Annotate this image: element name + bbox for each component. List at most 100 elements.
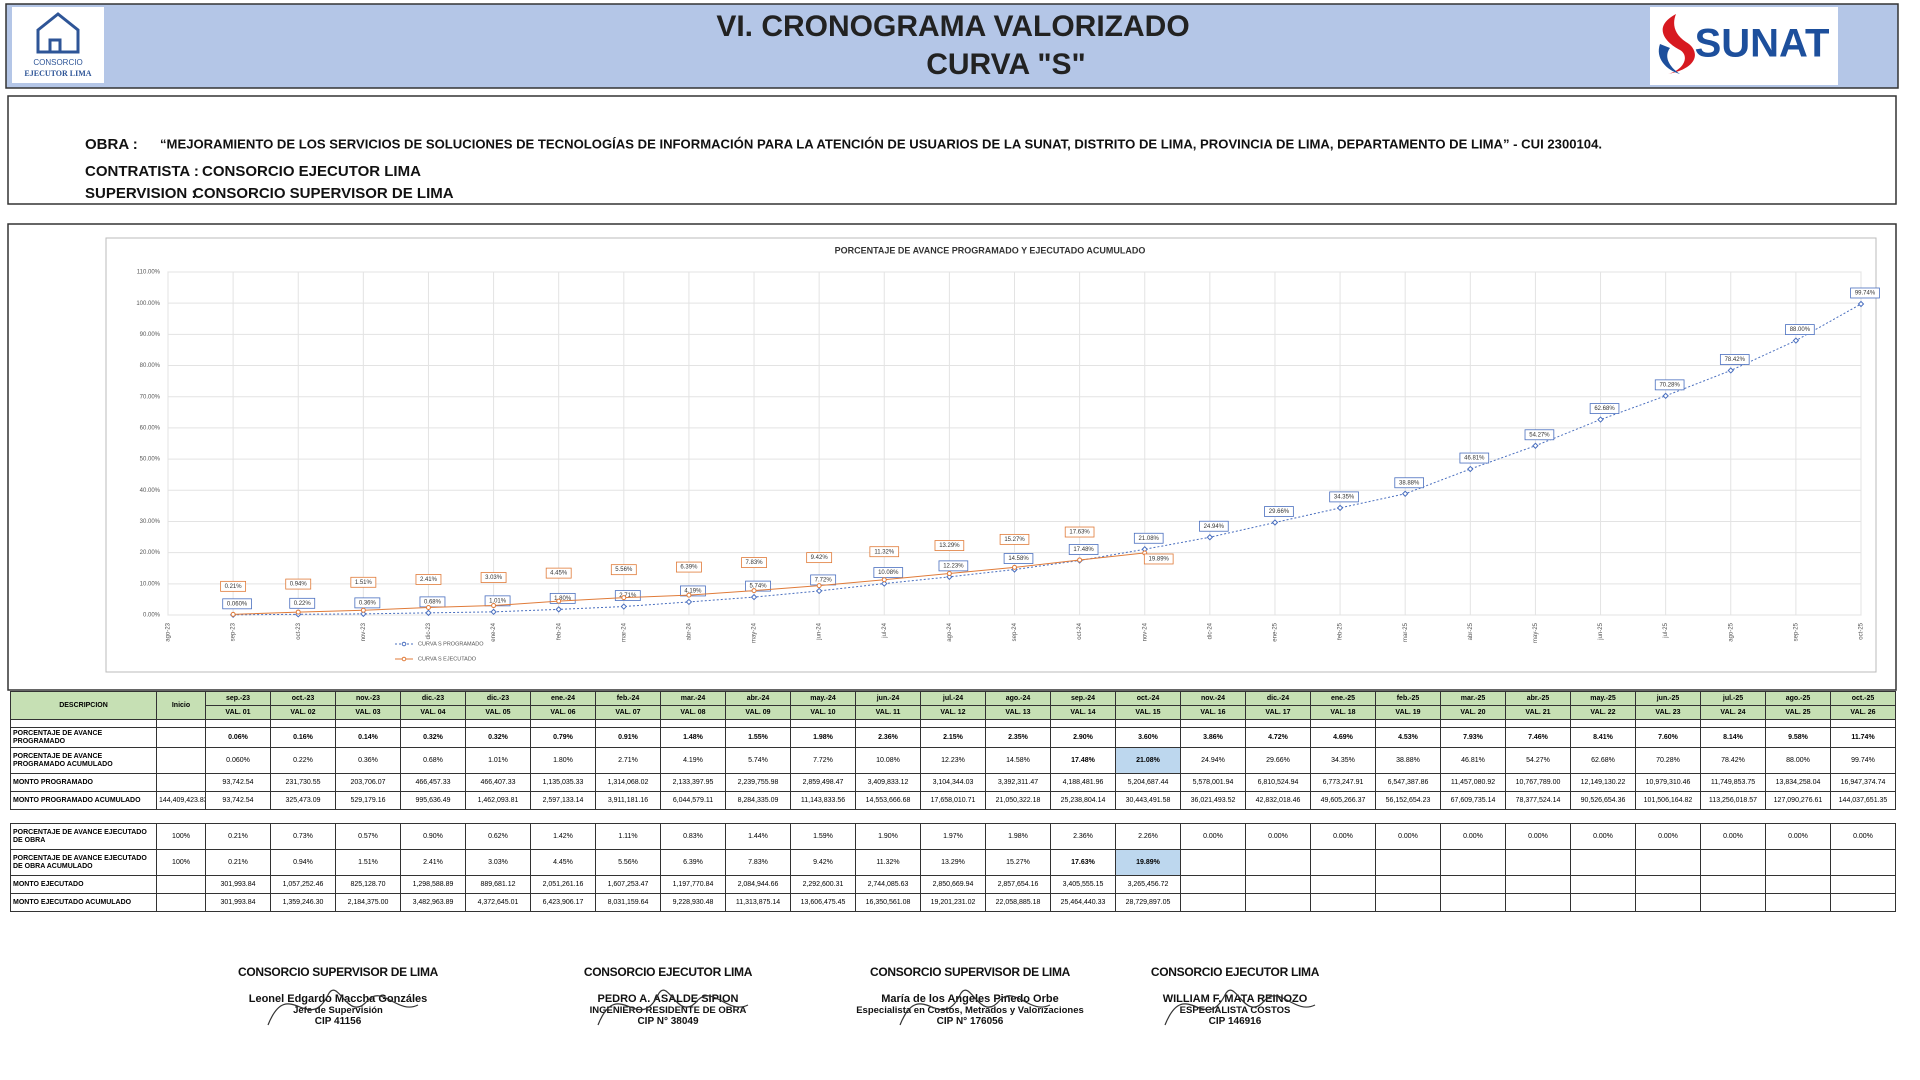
data-label-box xyxy=(934,540,965,551)
data-row: PORCENTAJE DE AVANCE PROGRAMADO 0.06% 0.16… xyxy=(10,727,1896,748)
cell: 11,749,853.75 xyxy=(1700,773,1766,792)
data-label: 38.88% xyxy=(1399,480,1420,486)
x-tick-label: dic-23 xyxy=(426,622,432,639)
cell: 17.63% xyxy=(1050,849,1116,876)
cell: 0.62% xyxy=(465,823,531,850)
month-header: nov.-24 xyxy=(1180,691,1246,706)
info-value: CONSORCIO EJECUTOR LIMA xyxy=(202,163,421,180)
data-label: 62.68% xyxy=(1594,406,1615,412)
scribble xyxy=(597,989,749,1026)
data-label-box xyxy=(549,592,576,604)
empty-cell xyxy=(1830,893,1896,912)
empty-cell xyxy=(156,719,206,728)
empty-cell xyxy=(1700,893,1766,912)
cell: 11,143,833.56 xyxy=(790,791,856,810)
y-tick-label: 30.00% xyxy=(140,519,161,525)
data-label-box xyxy=(1199,520,1229,532)
cell: 8.41% xyxy=(1570,727,1636,748)
data-label-box xyxy=(285,578,312,590)
cell: 2.41% xyxy=(400,849,466,876)
data-point xyxy=(1532,442,1539,449)
val-header: VAL. 09 xyxy=(725,705,791,720)
cell: 0.16% xyxy=(270,727,336,748)
cell: 1.55% xyxy=(725,727,791,748)
cell: 127,090,276.61 xyxy=(1765,791,1831,810)
signature-role: Especialista en Costos, Metrados y Valor… xyxy=(856,1005,1084,1016)
month-header: nov.-23 xyxy=(335,691,401,706)
empty-cell xyxy=(1766,810,1831,824)
cell: 113,256,018.57 xyxy=(1700,791,1766,810)
data-point xyxy=(1336,504,1344,512)
empty-cell xyxy=(1311,810,1376,824)
data-label-box xyxy=(1785,324,1815,336)
x-tick-label: mar-24 xyxy=(621,622,627,642)
data-label-box xyxy=(289,597,316,609)
data-label-box xyxy=(350,576,377,588)
empty-cell xyxy=(1116,810,1181,824)
data-label-box xyxy=(545,567,572,579)
empty-cell xyxy=(1310,849,1376,876)
cell: 9.58% xyxy=(1765,727,1831,748)
data-row: MONTO EJECUTADO 301,993.84 1,057,252.46 825… xyxy=(10,875,1896,894)
y-tick-label: 20.00% xyxy=(140,550,161,556)
empty-cell xyxy=(1246,810,1311,824)
cell: 1.01% xyxy=(465,747,531,774)
data-label: 5.56% xyxy=(615,567,633,573)
cell: 0.00% xyxy=(1765,823,1831,850)
month-header: dic.-24 xyxy=(1245,691,1311,706)
empty-cell xyxy=(270,719,336,728)
cell: 9,228,930.48 xyxy=(660,893,726,912)
y-tick-label: 60.00% xyxy=(140,425,161,431)
cell: 529,179.16 xyxy=(335,791,401,810)
val-header: VAL. 13 xyxy=(985,705,1051,720)
data-label-box xyxy=(1329,491,1359,503)
signature: CONSORCIO SUPERVISOR DE LIMA María de los… xyxy=(840,965,1100,1027)
data-label: 70.28% xyxy=(1659,382,1680,388)
signature-scribble xyxy=(899,989,1051,1026)
month-header: oct.-23 xyxy=(270,691,336,706)
cell: 0.00% xyxy=(1245,823,1311,850)
cell: 99.74% xyxy=(1830,747,1896,774)
cell: 5,204,687.44 xyxy=(1115,773,1181,792)
cell: 7.46% xyxy=(1505,727,1571,748)
schedule-table: DESCRIPCION Inicio sep.-23 oct.-23 nov.-23 di… xyxy=(10,691,1896,912)
month-header: abr.-25 xyxy=(1505,691,1571,706)
cell: 10,979,310.46 xyxy=(1635,773,1701,792)
empty-cell xyxy=(856,810,921,824)
cell: 38.88% xyxy=(1375,747,1441,774)
logo-box xyxy=(12,7,104,83)
cell: 5.56% xyxy=(595,849,661,876)
empty-cell xyxy=(1765,893,1831,912)
cell: 6,044,579.11 xyxy=(660,791,726,810)
cell: 0.14% xyxy=(335,727,401,748)
data-point xyxy=(425,604,431,610)
data-label-box xyxy=(1850,287,1880,299)
cell: 9.42% xyxy=(790,849,856,876)
brand-mark xyxy=(1662,14,1695,74)
val-header: VAL. 10 xyxy=(790,705,856,720)
data-label: 99.74% xyxy=(1855,291,1876,297)
cell: 1.44% xyxy=(725,823,791,850)
row-label: PORCENTAJE DE AVANCE PROGRAMADO ACUMULAD… xyxy=(10,747,157,774)
data-label-box xyxy=(676,561,702,573)
x-tick-label: jul-25 xyxy=(1663,622,1669,638)
series-line xyxy=(233,303,1862,616)
month-header: oct.-25 xyxy=(1830,691,1896,706)
info-box xyxy=(7,95,1897,205)
page-subtitle: CURVA "S" xyxy=(926,48,1086,81)
data-label: 0.36% xyxy=(359,600,377,606)
page-title: VI. CRONOGRAMA VALORIZADO xyxy=(716,10,1189,43)
cell: 36,021,493.52 xyxy=(1180,791,1246,810)
brand-name: SUNAT xyxy=(1695,22,1830,66)
empty-cell xyxy=(920,719,986,728)
signature-scribble xyxy=(267,989,419,1026)
empty-cell xyxy=(725,719,791,728)
cell: 3.03% xyxy=(465,849,531,876)
cell: 8,031,159.64 xyxy=(595,893,661,912)
data-point xyxy=(1401,490,1409,497)
y-tick-label: 40.00% xyxy=(140,488,161,494)
val-header: VAL. 06 xyxy=(530,705,596,720)
cell: 995,636.49 xyxy=(400,791,466,810)
empty-cell xyxy=(1180,719,1246,728)
x-tick-label: sep-24 xyxy=(1012,622,1018,641)
